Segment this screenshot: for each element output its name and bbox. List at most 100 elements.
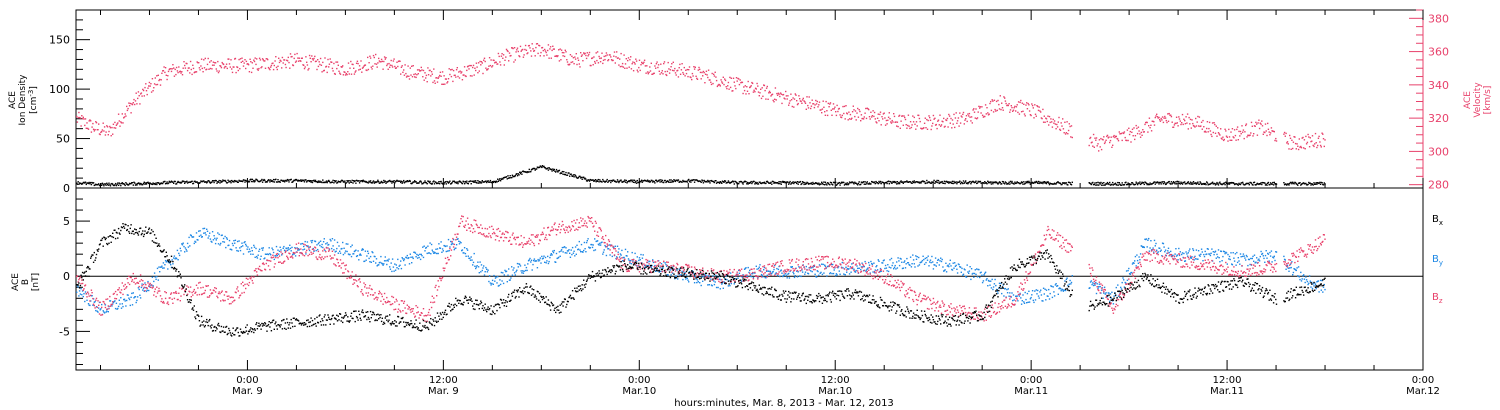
by-series-point [775, 272, 777, 274]
by-series-point [895, 268, 897, 270]
by-series-point [1155, 242, 1157, 245]
velocity-series-point [436, 77, 438, 79]
by-series-point [231, 242, 234, 245]
density-series-point [743, 181, 745, 183]
velocity-series-point [916, 125, 918, 127]
by-series-point [945, 271, 948, 273]
density-series-point [1171, 183, 1173, 185]
by-series-point [1053, 295, 1056, 297]
density-series-point [529, 171, 531, 173]
density-series-point [208, 180, 210, 182]
by-series-point [184, 247, 187, 249]
velocity-series-point [643, 59, 646, 61]
velocity-series-point [456, 67, 458, 69]
by-series-point [135, 301, 137, 304]
velocity-series-point [549, 48, 551, 50]
velocity-series-point [1057, 121, 1059, 123]
density-series-point [1048, 183, 1051, 186]
velocity-series-point [182, 67, 184, 69]
velocity-series-point [918, 114, 920, 117]
by-series-point [808, 267, 810, 269]
by-series-point [179, 247, 181, 250]
density-series-point [607, 180, 610, 182]
density-series-point [1286, 184, 1288, 186]
density-series-point [465, 182, 467, 184]
by-series-point [156, 276, 158, 278]
by-series-point [708, 284, 710, 286]
density-series-point [552, 168, 554, 170]
by-series-point [455, 244, 458, 246]
by-series-point [120, 307, 123, 309]
velocity-series-point [1179, 120, 1181, 122]
velocity-series-point [730, 77, 732, 79]
velocity-series-point [754, 91, 756, 93]
density-series-point [519, 171, 521, 173]
by-series-point [173, 257, 175, 259]
density-series-point [496, 181, 498, 183]
density-series-point [435, 181, 437, 184]
velocity-series-point [1286, 141, 1289, 143]
by-series-point [364, 250, 367, 252]
by-series-point [287, 247, 289, 249]
by-series-point [275, 245, 278, 248]
density-series-point [657, 180, 660, 182]
velocity-series-point [247, 64, 250, 66]
density-series-point [485, 180, 487, 182]
velocity-series-point [473, 74, 475, 76]
velocity-series-point [173, 67, 175, 69]
density-series-point [967, 183, 969, 185]
density-series-point [192, 182, 195, 185]
density-series-point [443, 183, 445, 185]
velocity-series-point [186, 69, 189, 72]
density-series-point [1056, 182, 1058, 184]
by-series-point [109, 300, 112, 302]
by-series-point [757, 277, 759, 279]
velocity-series-point [591, 57, 593, 60]
density-series-point [632, 181, 635, 183]
by-series-point [756, 268, 758, 270]
density-series-point [767, 181, 769, 183]
density-series-point [432, 181, 434, 183]
density-series-point [581, 178, 583, 180]
by-series-point [91, 295, 93, 297]
density-series-point [728, 181, 730, 183]
density-series-point [584, 177, 586, 179]
velocity-series-point [1106, 135, 1108, 138]
by-series-point [574, 246, 577, 248]
density-series-point [1306, 184, 1309, 186]
density-series-point [449, 180, 451, 182]
by-series-point [1025, 298, 1027, 301]
velocity-series-point [472, 64, 475, 67]
velocity-series-point [1200, 125, 1202, 127]
by-series-point [393, 270, 395, 272]
velocity-series-point [889, 118, 891, 120]
density-series-point [1156, 182, 1158, 184]
density-series-point [909, 181, 912, 183]
density-series-point [574, 174, 576, 176]
velocity-series-point [860, 120, 862, 122]
by-series-point [247, 251, 250, 253]
by-series-point [434, 252, 436, 254]
density-series-point [683, 180, 685, 182]
by-series-point [1026, 302, 1028, 304]
by-series-point [115, 302, 118, 304]
by-series-point [1054, 284, 1057, 286]
density-series-point [330, 181, 332, 184]
velocity-series-point [471, 75, 473, 77]
velocity-series-point [684, 75, 686, 77]
by-series-point [123, 298, 126, 300]
by-series-point [700, 284, 702, 287]
velocity-series-point [1264, 131, 1266, 134]
velocity-series-point [688, 69, 690, 71]
by-series-point [506, 281, 508, 283]
by-series-point [822, 263, 824, 266]
by-series-point [1053, 291, 1055, 293]
density-series-point [821, 181, 823, 183]
by-series-point [158, 266, 160, 268]
density-series-point [1206, 181, 1208, 183]
velocity-series-point [1311, 140, 1313, 142]
by-series-point [345, 243, 347, 245]
by-series-point [907, 262, 910, 264]
velocity-series-point [753, 89, 755, 91]
velocity-series-point [391, 66, 394, 68]
